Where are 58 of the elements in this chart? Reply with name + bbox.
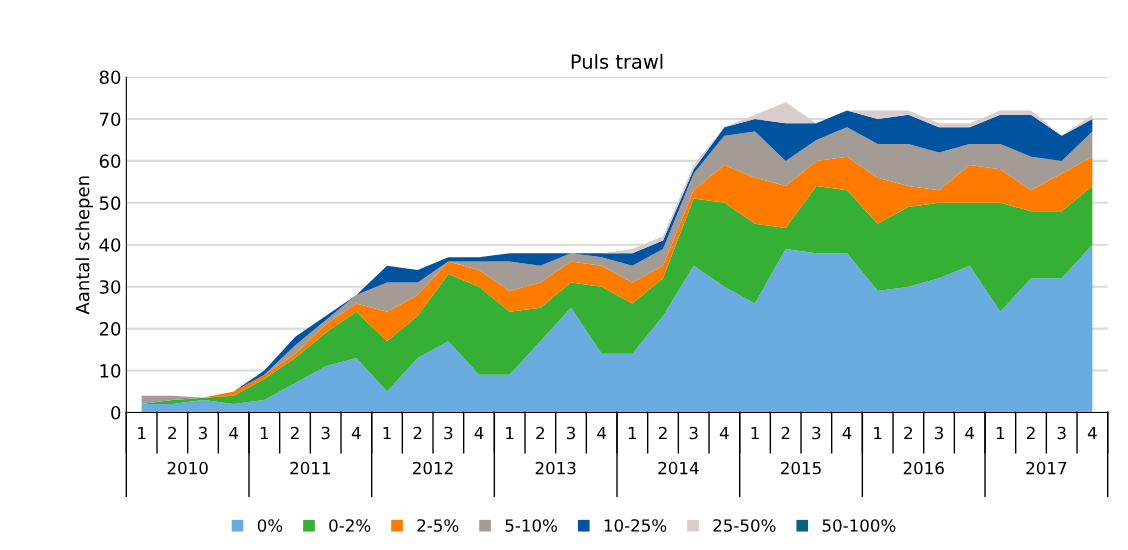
- x-tick-label: 3: [198, 426, 207, 440]
- x-tick-label: 3: [1057, 426, 1066, 440]
- x-tick-label: 1: [628, 426, 637, 440]
- y-tick-label: 50: [99, 196, 121, 210]
- y-tick-label: 40: [99, 238, 121, 252]
- legend-label: 10-25%: [604, 519, 667, 532]
- x-tick-label: 2: [168, 426, 176, 440]
- x-tick-label: 1: [383, 426, 391, 440]
- x-tick-label: 3: [689, 426, 698, 440]
- x-tick-label: 4: [965, 426, 975, 440]
- y-tick-label: 80: [99, 70, 121, 85]
- x-tick-label: 1: [751, 426, 759, 440]
- text: 2014: [658, 461, 699, 475]
- legend-label: 25-50%: [713, 519, 776, 532]
- x-tick-label: 2: [1026, 426, 1035, 440]
- y-tick-label: 30: [99, 280, 121, 294]
- text: 2017: [1026, 461, 1067, 475]
- x-tick-label: 3: [934, 426, 943, 440]
- x-tick-label: 4: [474, 426, 484, 440]
- x-tick-label: 2: [290, 426, 299, 440]
- x-tick-label: 2: [413, 426, 422, 440]
- x-tick-label: 1: [506, 426, 514, 440]
- y-tick-label: 60: [99, 154, 121, 168]
- x-tick-label: 2: [658, 426, 667, 440]
- legend-label: 5-10%: [505, 519, 557, 532]
- x-tick-label: 4: [351, 426, 361, 440]
- y-tick-label: 10: [100, 364, 121, 378]
- text: 2010: [167, 461, 208, 475]
- chart-title: Puls trawl: [571, 53, 663, 69]
- y-tick-label: 70: [99, 112, 121, 127]
- x-tick-label: 1: [874, 426, 882, 440]
- x-tick-label: 3: [566, 426, 575, 440]
- x-tick-label: 2: [904, 426, 912, 440]
- legend-label: 0-2%: [329, 519, 371, 532]
- y-tick-label: 0: [111, 405, 121, 420]
- x-tick-label: 1: [260, 426, 269, 440]
- text: 2011: [290, 461, 331, 475]
- y-axis-title: Aantal schepen: [75, 176, 93, 315]
- x-tick-label: 3: [812, 426, 821, 440]
- y-tick-label: 20: [99, 322, 121, 336]
- legend-label: 50-100%: [822, 519, 896, 532]
- x-tick-label: 1: [138, 426, 146, 440]
- x-tick-label: 3: [444, 426, 453, 440]
- legend-label: 2-5%: [417, 519, 459, 532]
- x-tick-label: 4: [1087, 426, 1097, 440]
- text: 2015: [781, 461, 821, 475]
- x-tick-label: 2: [781, 426, 790, 440]
- text: 2013: [535, 461, 576, 475]
- legend-label: 0%: [257, 519, 283, 532]
- x-tick-label: 4: [597, 426, 607, 440]
- x-tick-label: 1: [996, 426, 1005, 440]
- x-tick-label: 4: [229, 426, 239, 440]
- x-tick-label: 3: [321, 426, 330, 440]
- x-tick-label: 2: [536, 426, 544, 440]
- x-tick-label: 4: [842, 426, 852, 440]
- text: 2016: [903, 461, 944, 475]
- text: 2012: [413, 461, 453, 475]
- x-tick-label: 4: [719, 426, 729, 440]
